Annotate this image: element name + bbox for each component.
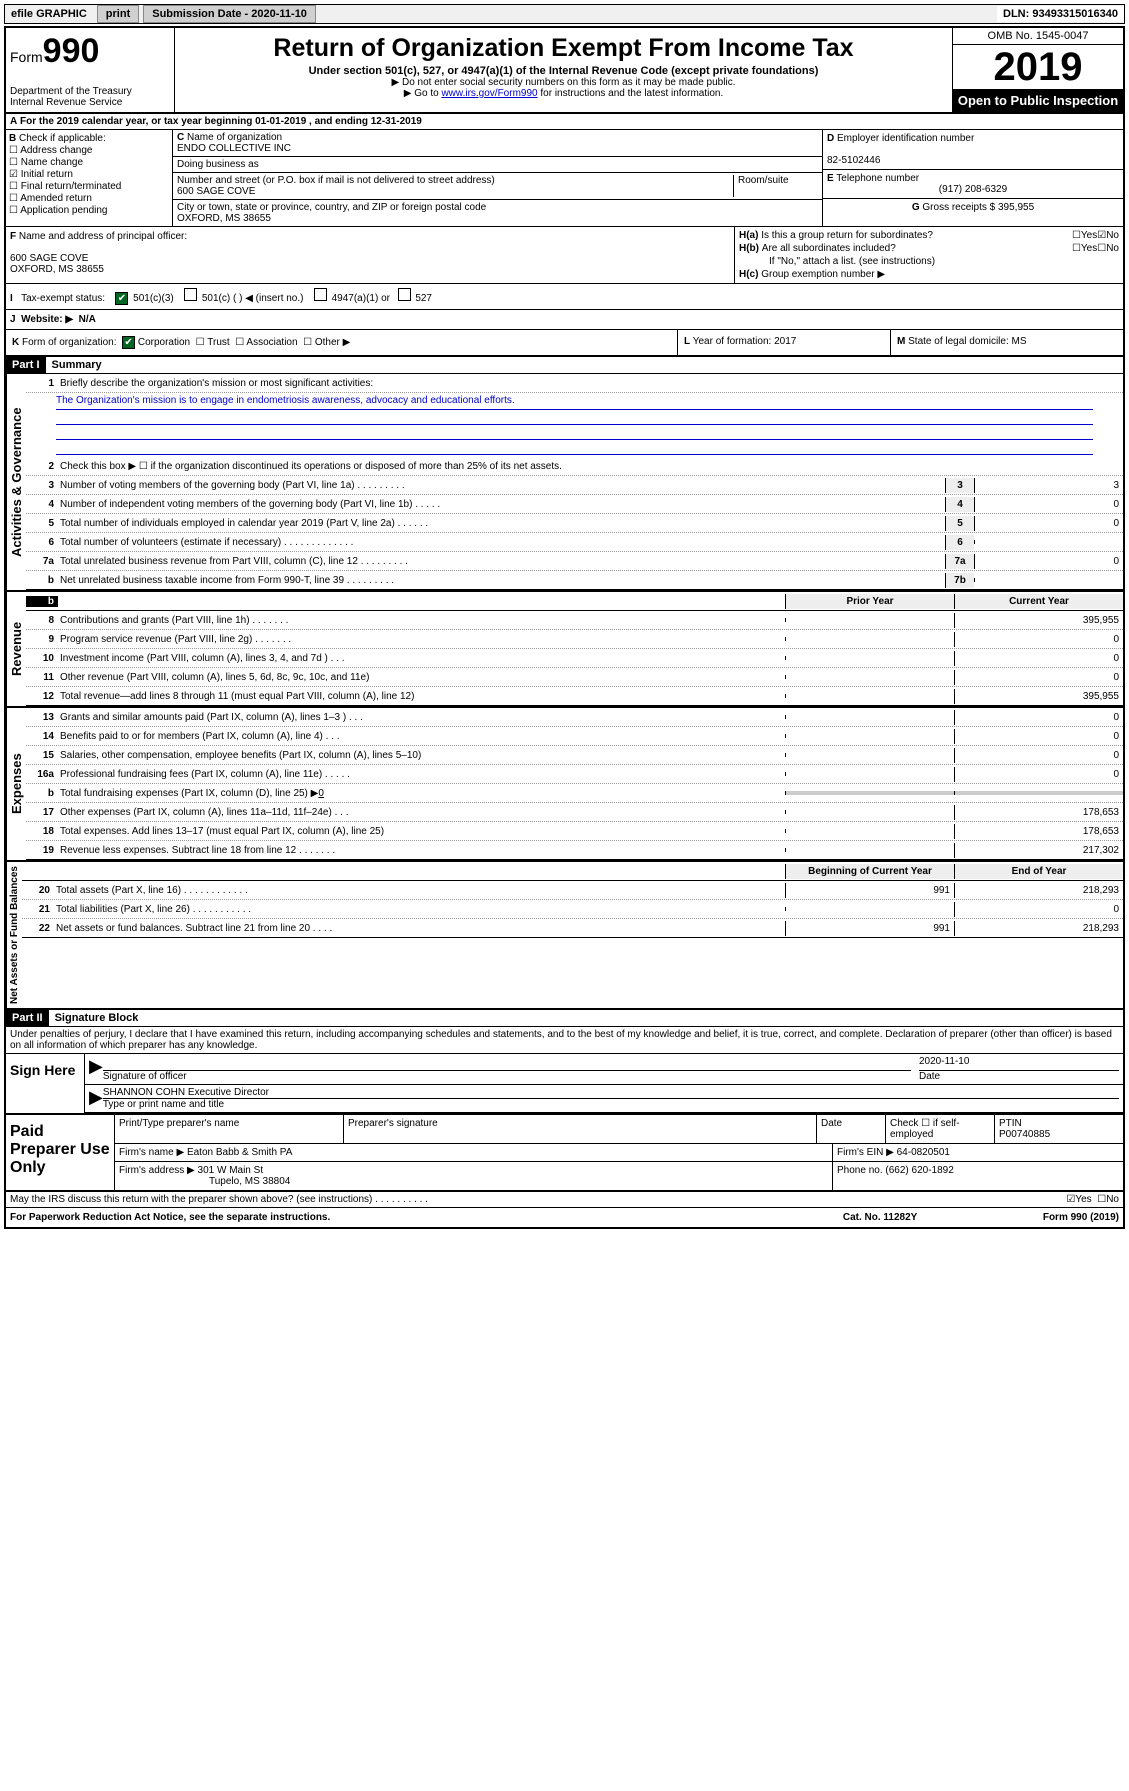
form-container: Form990 Department of the Treasury Inter… bbox=[4, 26, 1125, 1229]
tax-year: 2019 bbox=[953, 45, 1123, 89]
form-number: Form990 bbox=[10, 32, 170, 71]
netassets-section: Net Assets or Fund Balances Beginning of… bbox=[6, 862, 1123, 1010]
org-city: OXFORD, MS 38655 bbox=[177, 213, 271, 224]
submission-date-pill: Submission Date - 2020-11-10 bbox=[143, 5, 316, 23]
hb-note: If "No," attach a list. (see instruction… bbox=[739, 255, 1119, 268]
gross-receipts: 395,955 bbox=[998, 202, 1034, 213]
org-street: 600 SAGE COVE bbox=[177, 186, 255, 197]
check-name-change[interactable]: Name change bbox=[9, 157, 169, 168]
omb-number: OMB No. 1545-0047 bbox=[953, 28, 1123, 45]
form-header: Form990 Department of the Treasury Inter… bbox=[6, 28, 1123, 114]
form-note-ssn: ▶ Do not enter social security numbers o… bbox=[179, 77, 948, 88]
room-suite: Room/suite bbox=[733, 175, 818, 197]
expenses-section: Expenses 13Grants and similar amounts pa… bbox=[6, 708, 1123, 862]
exp-vlabel: Expenses bbox=[6, 708, 26, 860]
dln-label: DLN: 93493315016340 bbox=[997, 6, 1124, 22]
revenue-section: Revenue b Prior YearCurrent Year 8Contri… bbox=[6, 592, 1123, 708]
check-initial-return[interactable]: Initial return bbox=[9, 169, 169, 180]
part2-header: Part IISignature Block bbox=[6, 1010, 1123, 1027]
officer-addr2: OXFORD, MS 38655 bbox=[10, 264, 104, 275]
page-footer: For Paperwork Reduction Act Notice, see … bbox=[6, 1208, 1123, 1227]
part1-header: Part ISummary bbox=[6, 357, 1123, 374]
form-subtitle: Under section 501(c), 527, or 4947(a)(1)… bbox=[179, 65, 948, 77]
check-address-change[interactable]: Address change bbox=[9, 145, 169, 156]
mission-text: The Organization's mission is to engage … bbox=[56, 395, 1093, 410]
col-b-checkboxes: B Check if applicable: Address changeNam… bbox=[6, 130, 173, 226]
net-vlabel: Net Assets or Fund Balances bbox=[6, 862, 22, 1008]
irs-link[interactable]: www.irs.gov/Form990 bbox=[441, 88, 537, 99]
rev-vlabel: Revenue bbox=[6, 592, 26, 706]
form-title: Return of Organization Exempt From Incom… bbox=[179, 34, 948, 63]
perjury-text: Under penalties of perjury, I declare th… bbox=[6, 1027, 1123, 1054]
check-final-return-terminated[interactable]: Final return/terminated bbox=[9, 181, 169, 192]
officer-addr1: 600 SAGE COVE bbox=[10, 253, 88, 264]
governance-section: Activities & Governance 1Briefly describ… bbox=[6, 374, 1123, 592]
line-a: A For the 2019 calendar year, or tax yea… bbox=[6, 114, 1123, 130]
efile-label: efile GRAPHIC bbox=[5, 6, 93, 22]
officer-group-block: F Name and address of principal officer:… bbox=[6, 227, 1123, 284]
top-toolbar: efile GRAPHIC print Submission Date - 20… bbox=[4, 4, 1125, 24]
ein-value: 82-5102446 bbox=[827, 155, 880, 166]
dba-label: Doing business as bbox=[173, 157, 822, 173]
website-row: J Website: ▶ N/A bbox=[6, 310, 1123, 330]
check-amended-return[interactable]: Amended return bbox=[9, 193, 169, 204]
irs-discuss-row: May the IRS discuss this return with the… bbox=[6, 1192, 1123, 1208]
check-application-pending[interactable]: Application pending bbox=[9, 205, 169, 216]
paid-preparer-block: Paid Preparer Use Only Print/Type prepar… bbox=[6, 1115, 1123, 1192]
open-public-badge: Open to Public Inspection bbox=[953, 89, 1123, 112]
dept-treasury: Department of the Treasury Internal Reve… bbox=[10, 86, 170, 108]
phone-value: (917) 208-6329 bbox=[827, 184, 1119, 195]
identity-block: B Check if applicable: Address changeNam… bbox=[6, 130, 1123, 227]
sign-here-block: Sign Here ▶ Signature of officer 2020-11… bbox=[6, 1054, 1123, 1115]
org-name: ENDO COLLECTIVE INC bbox=[177, 143, 291, 154]
klm-row: K Form of organization: ✔ Corporation ☐ … bbox=[6, 330, 1123, 357]
gov-vlabel: Activities & Governance bbox=[6, 374, 26, 590]
tax-exempt-row: I Tax-exempt status: ✔ 501(c)(3) 501(c) … bbox=[6, 284, 1123, 310]
print-button[interactable]: print bbox=[97, 5, 139, 23]
form-note-link: ▶ Go to www.irs.gov/Form990 for instruct… bbox=[179, 88, 948, 99]
